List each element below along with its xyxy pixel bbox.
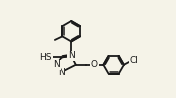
Text: N: N: [68, 51, 75, 60]
Text: N: N: [58, 68, 65, 77]
Text: O: O: [91, 60, 98, 69]
Text: Cl: Cl: [130, 56, 139, 65]
Text: HS: HS: [39, 53, 52, 62]
Text: N: N: [54, 60, 60, 69]
